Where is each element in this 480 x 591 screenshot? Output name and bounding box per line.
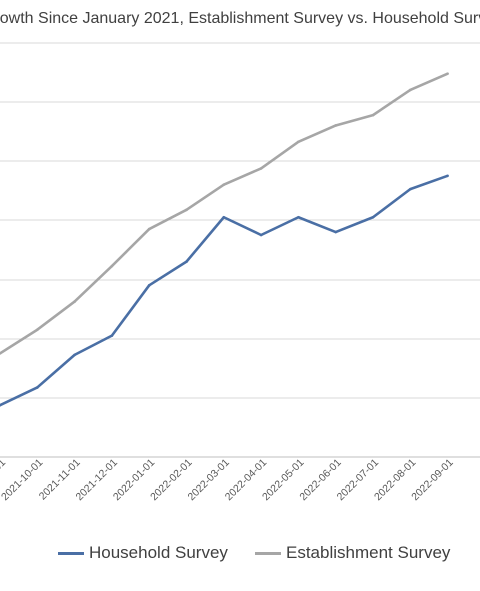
legend-label-household: Household Survey: [89, 543, 228, 562]
chart-title-text: Growth Since January 2021, Establishment…: [0, 10, 480, 27]
legend-item-household: Household Survey: [58, 541, 228, 565]
data-point-establishment-survey: [446, 72, 449, 75]
data-point-household-survey: [222, 215, 226, 219]
data-point-household-survey: [371, 215, 375, 219]
data-point-establishment-survey: [371, 113, 375, 117]
data-point-establishment-survey: [73, 300, 76, 303]
x-axis-tick-labels: 2021-09-012021-10-012021-11-012021-12-01…: [0, 457, 456, 504]
data-point-establishment-survey: [36, 328, 39, 332]
legend-label-establishment: Establishment Survey: [286, 543, 451, 562]
chart-title: Growth Since January 2021, Establishment…: [0, 0, 480, 30]
data-point-household-survey: [73, 353, 76, 357]
legend-item-establishment: Establishment Survey: [255, 541, 450, 565]
legend-swatch-establishment: [255, 551, 281, 555]
series-line-establishment-survey: [0, 72, 449, 355]
data-point-household-survey: [147, 284, 151, 287]
data-point-household-survey: [0, 403, 2, 407]
data-point-household-survey: [185, 260, 188, 263]
data-point-household-survey: [297, 215, 300, 219]
gridlines: [0, 42, 480, 458]
data-point-household-survey: [259, 233, 263, 237]
data-point-household-survey: [110, 334, 114, 337]
data-point-household-survey: [409, 187, 412, 191]
data-point-establishment-survey: [409, 88, 412, 92]
series-line-household-survey: [0, 174, 449, 407]
data-point-establishment-survey: [222, 183, 226, 186]
data-point-household-survey: [36, 386, 39, 389]
data-point-establishment-survey: [185, 208, 188, 212]
data-point-household-survey: [446, 174, 449, 178]
data-point-establishment-survey: [334, 124, 338, 127]
data-point-establishment-survey: [297, 140, 300, 144]
data-point-establishment-survey: [0, 352, 2, 355]
series-lines: [0, 72, 449, 407]
data-point-household-survey: [334, 230, 338, 234]
legend-swatch-household: [58, 551, 84, 555]
data-point-establishment-survey: [110, 264, 114, 268]
data-point-establishment-survey: [147, 227, 151, 231]
data-point-establishment-survey: [259, 167, 263, 170]
